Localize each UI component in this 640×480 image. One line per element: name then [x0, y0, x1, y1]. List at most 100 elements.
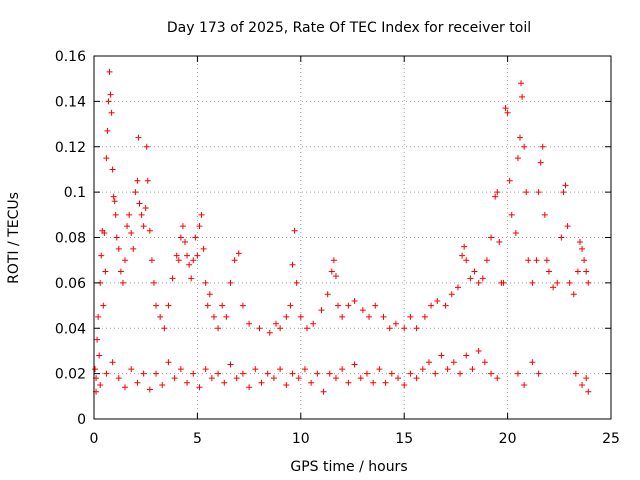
- data-point: [128, 229, 135, 236]
- data-point: [107, 91, 114, 98]
- x-tick-label: 20: [499, 431, 517, 447]
- data-point: [138, 211, 145, 218]
- data-point: [231, 257, 238, 264]
- data-point: [388, 370, 395, 377]
- data-point: [144, 177, 151, 184]
- data-point: [475, 279, 482, 286]
- data-point: [521, 381, 528, 388]
- data-point: [134, 177, 141, 184]
- data-point: [112, 211, 119, 218]
- data-point: [210, 313, 217, 320]
- data-point: [115, 375, 122, 382]
- data-point: [512, 229, 519, 236]
- data-point: [461, 243, 468, 250]
- data-point: [543, 257, 550, 264]
- data-point: [506, 177, 513, 184]
- data-point: [448, 291, 455, 298]
- data-point: [574, 268, 581, 275]
- data-point: [370, 379, 377, 386]
- y-tick-label: 0.06: [55, 276, 86, 292]
- data-point: [438, 352, 445, 359]
- data-point: [184, 379, 191, 386]
- x-tick-label: 15: [395, 431, 413, 447]
- data-points: [92, 68, 592, 395]
- data-point: [113, 234, 120, 241]
- data-point: [570, 291, 577, 298]
- data-point: [196, 223, 203, 230]
- data-point: [126, 211, 133, 218]
- data-point: [110, 193, 117, 200]
- data-point: [239, 302, 246, 309]
- data-point: [190, 370, 197, 377]
- data-point: [289, 261, 296, 268]
- data-point: [494, 375, 501, 382]
- data-point: [560, 189, 567, 196]
- data-point: [357, 375, 364, 382]
- data-point: [221, 379, 228, 386]
- data-point: [363, 370, 370, 377]
- data-point: [130, 245, 137, 252]
- data-point: [471, 268, 478, 275]
- data-point: [481, 359, 488, 366]
- y-tick-label: 0.04: [55, 321, 86, 337]
- x-tick-label: 25: [602, 431, 620, 447]
- data-point: [479, 275, 486, 282]
- data-point: [467, 275, 474, 282]
- data-point: [198, 211, 205, 218]
- data-point: [579, 245, 586, 252]
- data-point: [483, 257, 490, 264]
- data-point: [239, 370, 246, 377]
- data-point: [324, 291, 331, 298]
- data-point: [246, 384, 253, 391]
- data-point: [128, 366, 135, 373]
- data-point: [508, 211, 515, 218]
- data-point: [132, 189, 139, 196]
- tick-labels: 0 5 10 15 20 25 0 0.02 0.04 0.06 0.08 0.1 0.12 0.14 0.…: [55, 49, 620, 447]
- data-point: [287, 302, 294, 309]
- data-point: [289, 370, 296, 377]
- data-point: [157, 313, 164, 320]
- data-point: [208, 375, 215, 382]
- data-point: [442, 302, 449, 309]
- data-point: [535, 370, 542, 377]
- data-point: [502, 105, 509, 112]
- data-point: [206, 291, 213, 298]
- plot-frame: [93, 55, 612, 420]
- data-point: [450, 359, 457, 366]
- data-point: [143, 143, 150, 150]
- data-point: [566, 279, 573, 286]
- data-point: [332, 375, 339, 382]
- data-point: [266, 329, 273, 336]
- data-point: [392, 320, 399, 327]
- data-point: [585, 388, 592, 395]
- data-point: [535, 189, 542, 196]
- data-point: [102, 268, 109, 275]
- data-point: [171, 375, 178, 382]
- data-point: [140, 370, 147, 377]
- data-point: [106, 68, 113, 75]
- data-point: [192, 234, 199, 241]
- data-point: [105, 98, 112, 105]
- data-point: [554, 279, 561, 286]
- data-point: [572, 370, 579, 377]
- data-point: [227, 361, 234, 368]
- data-point: [518, 80, 525, 87]
- data-point: [407, 313, 414, 320]
- y-tick-label: 0.16: [55, 49, 86, 65]
- data-point: [108, 109, 115, 116]
- data-point: [521, 143, 528, 150]
- data-point: [351, 361, 358, 368]
- data-point: [190, 257, 197, 264]
- data-point: [283, 313, 290, 320]
- y-tick-label: 0.02: [55, 367, 86, 383]
- data-point: [186, 261, 193, 268]
- data-point: [401, 325, 408, 332]
- data-point: [115, 245, 122, 252]
- data-point: [173, 252, 180, 259]
- data-point: [103, 370, 110, 377]
- data-point: [142, 205, 149, 212]
- data-point: [514, 155, 521, 162]
- data-point: [256, 325, 263, 332]
- data-point: [175, 257, 182, 264]
